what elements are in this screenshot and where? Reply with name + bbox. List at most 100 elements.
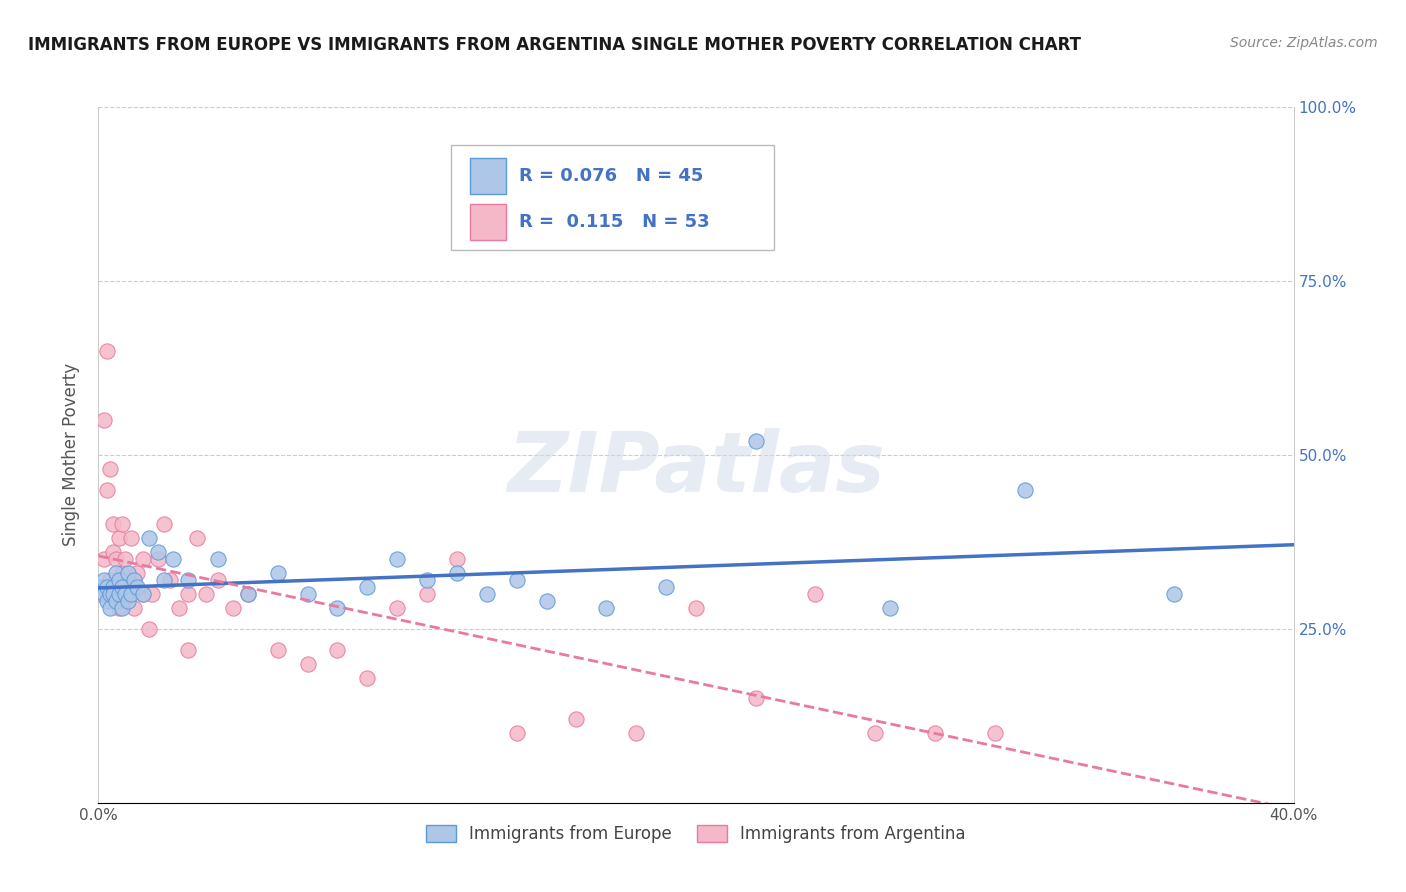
Point xyxy=(108,573,131,587)
Point xyxy=(565,712,588,726)
FancyBboxPatch shape xyxy=(470,203,506,240)
Point xyxy=(117,587,139,601)
Point xyxy=(207,552,229,566)
Point xyxy=(103,545,125,559)
Point xyxy=(124,601,146,615)
Point xyxy=(138,532,160,546)
Point xyxy=(98,573,122,587)
Point xyxy=(108,532,131,546)
Point xyxy=(297,657,319,671)
Point xyxy=(114,587,136,601)
Point xyxy=(127,580,149,594)
Point xyxy=(103,587,125,601)
Point xyxy=(1014,483,1036,497)
Point xyxy=(117,566,139,581)
Point xyxy=(356,580,378,594)
Point xyxy=(98,462,122,476)
Point xyxy=(685,601,707,615)
Point xyxy=(120,532,142,546)
Point xyxy=(96,483,118,497)
Point xyxy=(297,587,319,601)
Point xyxy=(626,726,648,740)
Point xyxy=(111,580,134,594)
Text: ZIPatlas: ZIPatlas xyxy=(508,428,884,509)
Point xyxy=(111,601,134,615)
Point xyxy=(745,691,768,706)
Point xyxy=(141,587,163,601)
Point xyxy=(177,587,200,601)
Point xyxy=(90,580,112,594)
Point xyxy=(148,552,170,566)
Point xyxy=(117,573,139,587)
Point xyxy=(103,517,125,532)
Point xyxy=(506,573,529,587)
Point xyxy=(222,601,245,615)
Point xyxy=(127,566,149,581)
Point xyxy=(105,587,128,601)
Point xyxy=(655,580,678,594)
Point xyxy=(90,587,112,601)
Point xyxy=(446,566,468,581)
Point xyxy=(326,642,349,657)
Point xyxy=(267,642,290,657)
Point xyxy=(138,622,160,636)
Point xyxy=(132,587,155,601)
Point xyxy=(267,566,290,581)
Point xyxy=(804,587,827,601)
Point xyxy=(93,552,115,566)
Point xyxy=(105,594,128,608)
Point xyxy=(148,545,170,559)
Point xyxy=(595,601,617,615)
Point xyxy=(177,573,200,587)
Point xyxy=(385,601,409,615)
Point xyxy=(326,601,349,615)
Point xyxy=(162,552,184,566)
Point xyxy=(153,573,176,587)
Point xyxy=(177,642,200,657)
Point xyxy=(93,413,115,427)
Y-axis label: Single Mother Poverty: Single Mother Poverty xyxy=(62,363,80,547)
Point xyxy=(111,566,134,581)
Point xyxy=(506,726,529,740)
Point xyxy=(124,573,146,587)
Point xyxy=(167,601,190,615)
Point xyxy=(132,552,155,566)
FancyBboxPatch shape xyxy=(470,158,506,194)
Point xyxy=(103,580,125,594)
Point xyxy=(98,587,122,601)
Point xyxy=(93,573,115,587)
Point xyxy=(93,587,115,601)
Text: IMMIGRANTS FROM EUROPE VS IMMIGRANTS FROM ARGENTINA SINGLE MOTHER POVERTY CORREL: IMMIGRANTS FROM EUROPE VS IMMIGRANTS FRO… xyxy=(28,36,1081,54)
Point xyxy=(984,726,1007,740)
Point xyxy=(98,601,122,615)
Point xyxy=(536,594,558,608)
Point xyxy=(132,587,155,601)
Point xyxy=(96,594,118,608)
FancyBboxPatch shape xyxy=(451,145,773,250)
Point xyxy=(1163,587,1185,601)
Point xyxy=(105,552,128,566)
Point xyxy=(108,587,131,601)
Text: Source: ZipAtlas.com: Source: ZipAtlas.com xyxy=(1230,36,1378,50)
Point xyxy=(236,587,259,601)
Point xyxy=(745,434,768,448)
Point xyxy=(865,726,887,740)
Text: R =  0.115   N = 53: R = 0.115 N = 53 xyxy=(519,213,710,231)
Point xyxy=(96,343,118,358)
Point xyxy=(111,517,134,532)
Point xyxy=(356,671,378,685)
Point xyxy=(117,594,139,608)
Point xyxy=(416,573,439,587)
Text: R = 0.076   N = 45: R = 0.076 N = 45 xyxy=(519,167,703,185)
Point xyxy=(153,517,176,532)
Point xyxy=(120,587,142,601)
Point xyxy=(416,587,439,601)
Point xyxy=(236,587,259,601)
Point xyxy=(159,573,181,587)
Point xyxy=(924,726,946,740)
Point xyxy=(105,566,128,581)
Point xyxy=(475,587,498,601)
Point xyxy=(446,552,468,566)
Point xyxy=(207,573,229,587)
Point xyxy=(108,601,131,615)
